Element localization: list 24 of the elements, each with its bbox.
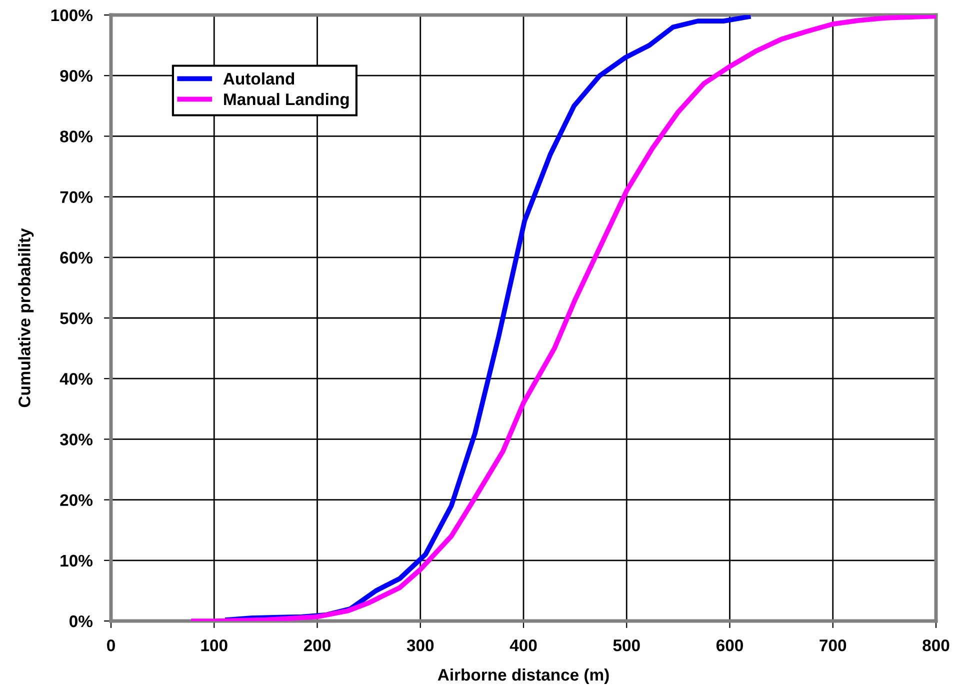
y-tick-label: 80%: [60, 130, 93, 142]
y-tick-label: 40%: [60, 373, 93, 385]
x-tick-label: 0: [107, 639, 115, 652]
y-tick-label: 100%: [51, 9, 93, 22]
y-tick-label: 30%: [60, 434, 93, 446]
x-tick-label: 100: [201, 639, 228, 652]
x-tick-label: 200: [304, 639, 330, 652]
y-tick-label: 10%: [60, 554, 93, 567]
x-tick-label: 400: [510, 639, 537, 652]
y-tick-label: 70%: [60, 191, 93, 204]
x-axis-title: Airborne distance (m): [438, 668, 609, 684]
legend-label: Autoland: [223, 72, 294, 85]
x-tick-label: 600: [716, 639, 743, 652]
y-tick-label: 50%: [60, 312, 93, 324]
y-axis-title: Cumulative probability: [18, 228, 34, 408]
x-tick-label: 300: [406, 639, 434, 652]
y-tick-label: 20%: [60, 494, 93, 506]
x-tick-label: 700: [820, 639, 846, 652]
y-tick-label: 90%: [60, 70, 93, 82]
y-tick-label: 0%: [70, 615, 93, 628]
y-tick-label: 60%: [60, 252, 93, 264]
legend-label: Manual Landing: [224, 92, 349, 109]
x-tick-label: 800: [922, 639, 950, 652]
x-tick-label: 500: [613, 639, 640, 652]
